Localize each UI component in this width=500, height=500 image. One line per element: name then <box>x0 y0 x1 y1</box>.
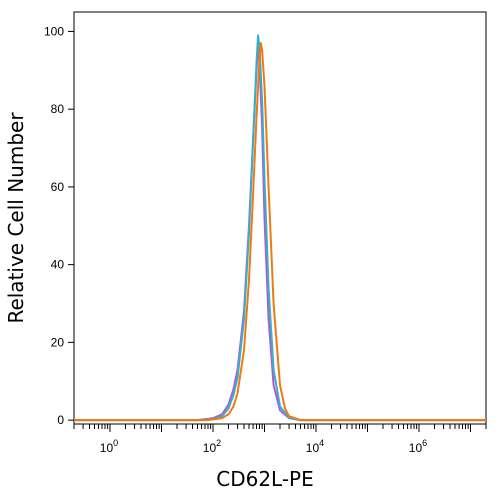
x-axis-title: CD62L-PE <box>216 467 314 491</box>
x-tick-label: 100 <box>100 438 118 455</box>
y-tick-label: 100 <box>44 24 64 38</box>
x-axis: 100 102 104 106 <box>73 424 487 455</box>
series-layer <box>74 34 486 422</box>
y-tick-label: 20 <box>51 335 65 349</box>
x-tick-label: 104 <box>306 438 324 455</box>
plot-area-border <box>73 11 487 425</box>
y-tick-label: 40 <box>51 258 65 272</box>
y-tick-label: 0 <box>57 413 64 427</box>
y-axis: 0 20 40 60 80 100 <box>44 24 74 427</box>
x-tick-label: 102 <box>203 438 221 455</box>
y-tick-label: 80 <box>51 102 65 116</box>
series-line-3 <box>74 42 486 422</box>
y-tick-label: 60 <box>51 180 65 194</box>
x-tick-label: 106 <box>409 438 427 455</box>
series-line-2 <box>74 34 486 422</box>
y-axis-title: Relative Cell Number <box>4 112 28 324</box>
